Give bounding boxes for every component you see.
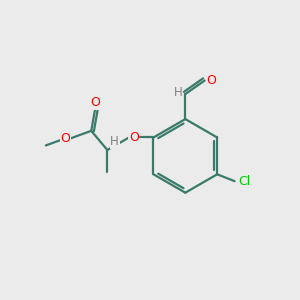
Text: O: O: [60, 132, 70, 145]
Text: O: O: [206, 74, 216, 87]
Text: H: H: [110, 135, 119, 148]
Text: H: H: [174, 86, 182, 99]
Text: Cl: Cl: [238, 175, 250, 188]
Text: O: O: [129, 131, 139, 144]
Text: O: O: [90, 96, 100, 109]
